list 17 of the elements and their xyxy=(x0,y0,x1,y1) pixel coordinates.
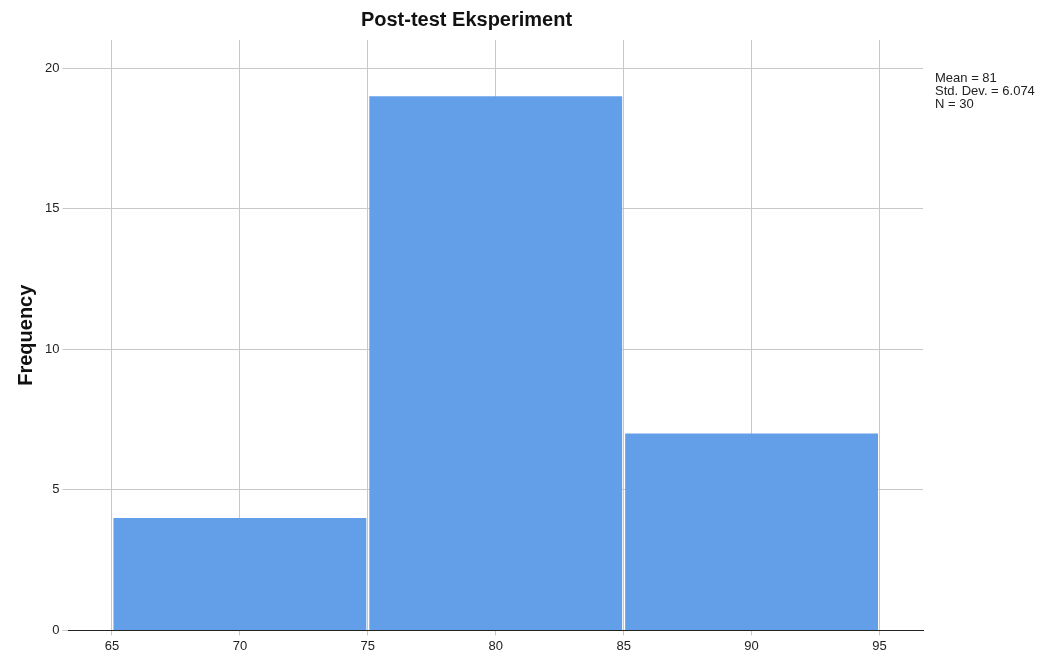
y-tick-label: 5 xyxy=(52,481,60,497)
y-axis-title: Frequency xyxy=(13,283,36,386)
x-tick-label: 95 xyxy=(872,637,887,653)
x-tick-label: 70 xyxy=(232,637,248,653)
x-tick-label: 90 xyxy=(744,637,759,653)
x-tick-label: 85 xyxy=(616,637,631,653)
text: N = 30 xyxy=(935,96,974,112)
chart-title: Post-test Eksperiment xyxy=(360,7,573,30)
x-tick-label: 65 xyxy=(104,637,120,653)
x-tick-label: 80 xyxy=(488,637,503,653)
y-tick-label: 0 xyxy=(52,621,60,637)
text: Std. Dev. = 6.074 xyxy=(935,83,1035,99)
y-tick-label: 15 xyxy=(44,200,60,216)
text: Mean = 81 xyxy=(935,70,997,86)
x-tick-label: 75 xyxy=(360,637,376,653)
y-tick-label: 10 xyxy=(44,340,60,356)
y-tick-label: 20 xyxy=(44,59,60,75)
